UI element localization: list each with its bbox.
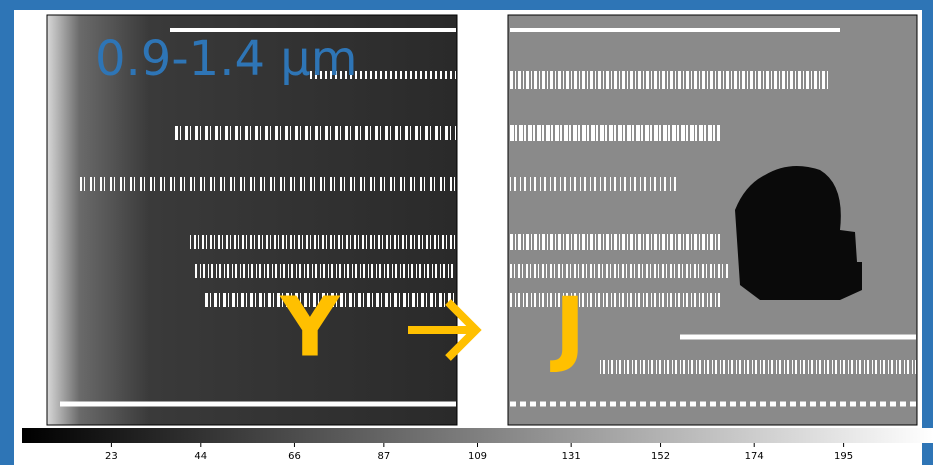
colorbar — [22, 428, 933, 443]
tick-label: 87 — [377, 451, 390, 462]
spectra-stripes — [60, 28, 916, 407]
tick-label: 23 — [105, 451, 118, 462]
wavelength-title: 0.9-1.4 μm — [95, 31, 358, 87]
y-band-label: Y — [279, 280, 341, 375]
tick-label: 109 — [468, 451, 487, 462]
tick-label: 66 — [288, 451, 301, 462]
frame-top — [0, 0, 933, 10]
arrow — [408, 299, 482, 361]
tick-label: 131 — [562, 451, 581, 462]
detector-artifact — [735, 166, 862, 300]
j-band-label: J — [550, 280, 586, 375]
frame-left — [0, 0, 14, 465]
colorbar-ticks: 23 44 66 87 109 131 152 174 195 — [105, 443, 853, 462]
tick-label: 44 — [194, 451, 207, 462]
tick-label: 195 — [834, 451, 853, 462]
tick-label: 174 — [745, 451, 764, 462]
tick-label: 152 — [651, 451, 670, 462]
y-band-image — [46, 14, 458, 426]
frame-right — [922, 0, 933, 465]
